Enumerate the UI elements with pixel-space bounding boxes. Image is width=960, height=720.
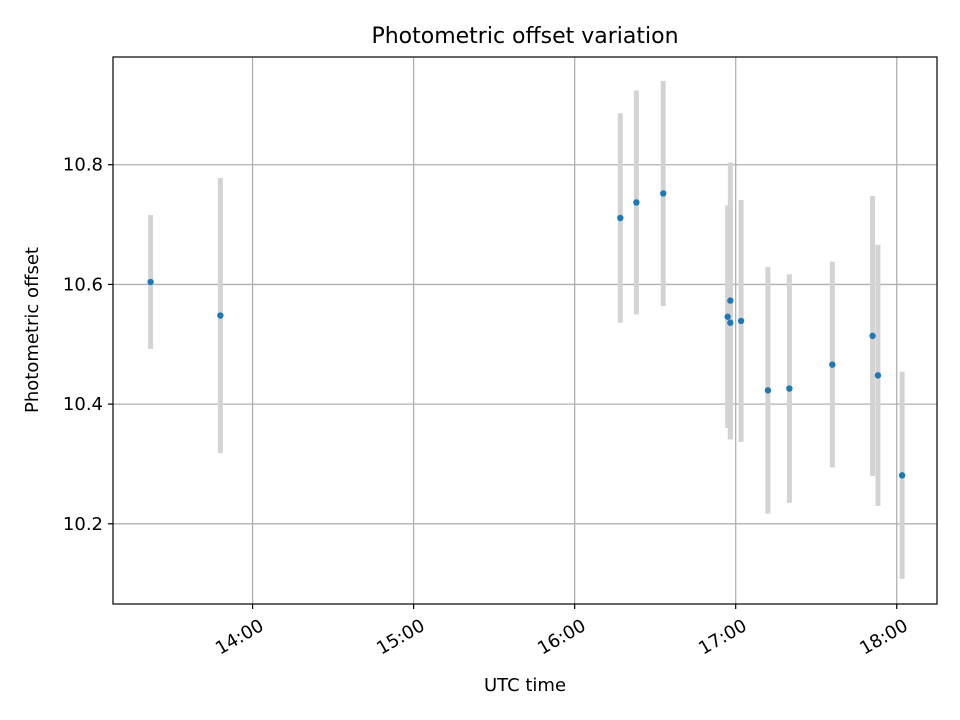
data-point bbox=[727, 319, 734, 326]
data-point bbox=[737, 317, 745, 325]
y-tick-label: 10.4 bbox=[63, 394, 103, 415]
data-point bbox=[147, 278, 154, 286]
data-point bbox=[660, 190, 667, 197]
chart-title: Photometric offset variation bbox=[371, 24, 678, 49]
data-point bbox=[633, 199, 640, 206]
x-axis-label: UTC time bbox=[484, 675, 566, 696]
data-point bbox=[764, 387, 772, 394]
data-point bbox=[727, 297, 734, 304]
data-point bbox=[217, 312, 224, 319]
data-point bbox=[786, 385, 793, 392]
y-axis-label: Photometric offset bbox=[22, 247, 43, 413]
data-point bbox=[898, 472, 906, 479]
data-point bbox=[617, 214, 624, 222]
y-axis-ticks: 10.2 10.4 10.6 10.8 bbox=[63, 155, 113, 535]
data-point bbox=[869, 332, 876, 340]
y-tick-label: 10.2 bbox=[63, 514, 103, 535]
data-point bbox=[874, 372, 882, 379]
data-points bbox=[147, 190, 906, 479]
grid bbox=[113, 57, 937, 604]
y-tick-label: 10.8 bbox=[63, 155, 103, 176]
data-point bbox=[724, 313, 731, 320]
y-tick-label: 10.6 bbox=[63, 274, 103, 295]
plot-frame bbox=[112, 56, 938, 605]
data-point bbox=[829, 361, 836, 368]
